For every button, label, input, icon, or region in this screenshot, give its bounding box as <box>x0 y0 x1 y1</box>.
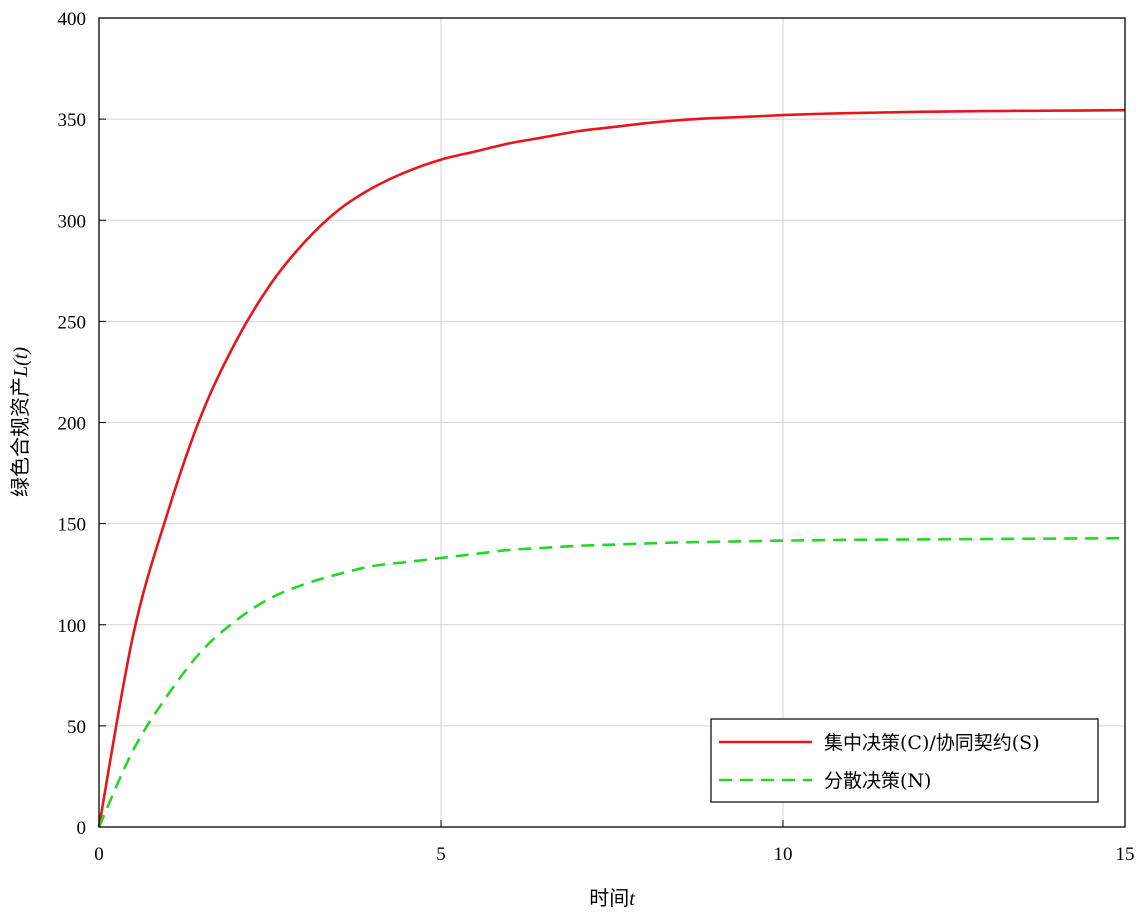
x-axis-title: 时间t <box>589 886 635 910</box>
legend-box <box>710 718 1099 803</box>
series-line-2 <box>97 536 1126 828</box>
legend-label-series-1: 集中决策(C)/协同契约(S) <box>824 732 1040 754</box>
y-tick-label-8: 400 <box>58 9 87 30</box>
y-tick-label-1: 50 <box>67 717 86 738</box>
y-tick-label-7: 350 <box>58 110 87 131</box>
y-axis-title-text: 绿色合规资产 <box>8 377 32 497</box>
y-tick-label-3: 150 <box>58 515 87 536</box>
y-tick-label-2: 100 <box>58 616 87 637</box>
y-tick-label-5: 250 <box>58 312 87 333</box>
series-line-1 <box>97 108 1126 828</box>
y-axis-variable: L(t) <box>10 347 32 378</box>
legend-label-series-2: 分散决策(N) <box>824 770 931 792</box>
series-lines <box>97 108 1126 828</box>
y-tick-label-6: 300 <box>58 211 87 232</box>
x-tick-label-0: 0 <box>94 844 104 865</box>
x-tick-label-1: 5 <box>436 844 446 865</box>
y-tick-label-0: 0 <box>77 818 87 839</box>
legend: 集中决策(C)/协同契约(S) 分散决策(N) <box>710 718 1099 803</box>
grid-lines <box>99 18 1125 827</box>
x-axis-variable: t <box>629 888 635 910</box>
x-tick-label-2: 10 <box>774 844 793 865</box>
x-axis-title-text: 时间 <box>589 886 629 910</box>
y-axis-title: 绿色合规资产L(t) <box>8 347 32 497</box>
x-tick-label-3: 15 <box>1116 844 1135 865</box>
y-tick-label-4: 200 <box>58 414 87 435</box>
